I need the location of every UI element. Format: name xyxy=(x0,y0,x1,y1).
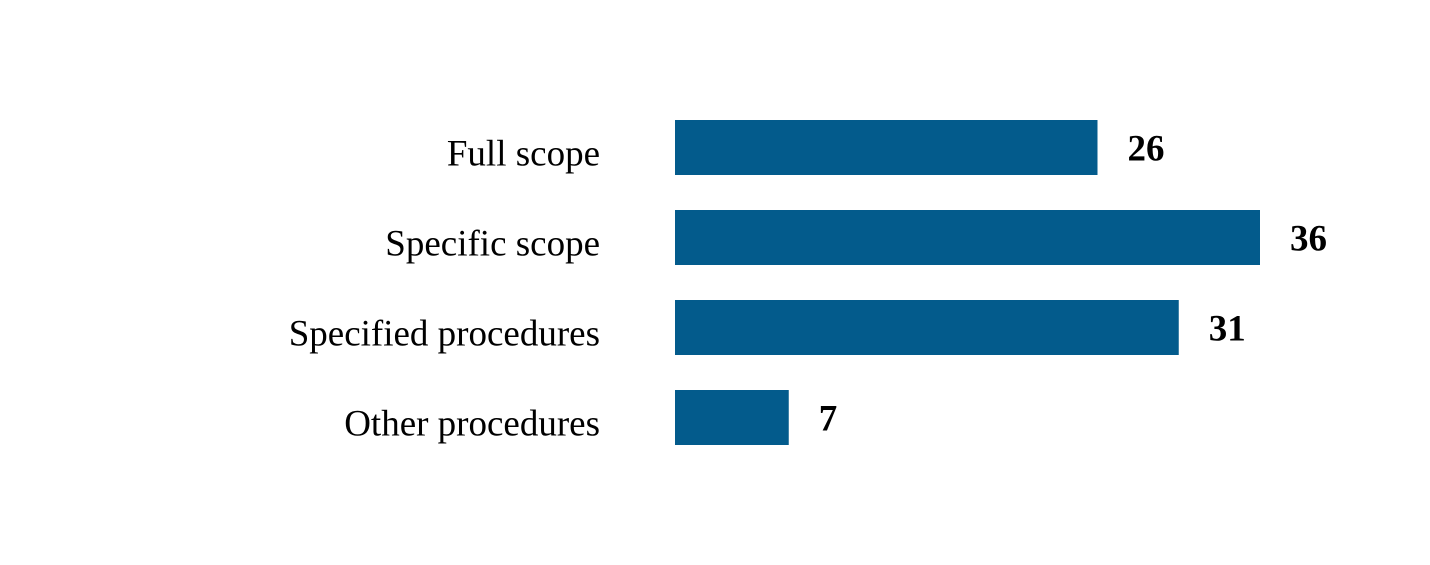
data-label: 26 xyxy=(1128,129,1165,170)
data-label: 7 xyxy=(819,399,838,440)
bar xyxy=(675,210,1260,265)
data-label: 31 xyxy=(1209,309,1246,350)
category-label: Other procedures xyxy=(344,404,600,445)
category-label: Specified procedures xyxy=(289,314,600,355)
bar xyxy=(675,390,789,445)
category-label: Specific scope xyxy=(385,224,600,265)
category-label: Full scope xyxy=(447,134,600,175)
bar xyxy=(675,120,1098,175)
bar xyxy=(675,300,1179,355)
data-label: 36 xyxy=(1290,219,1327,260)
